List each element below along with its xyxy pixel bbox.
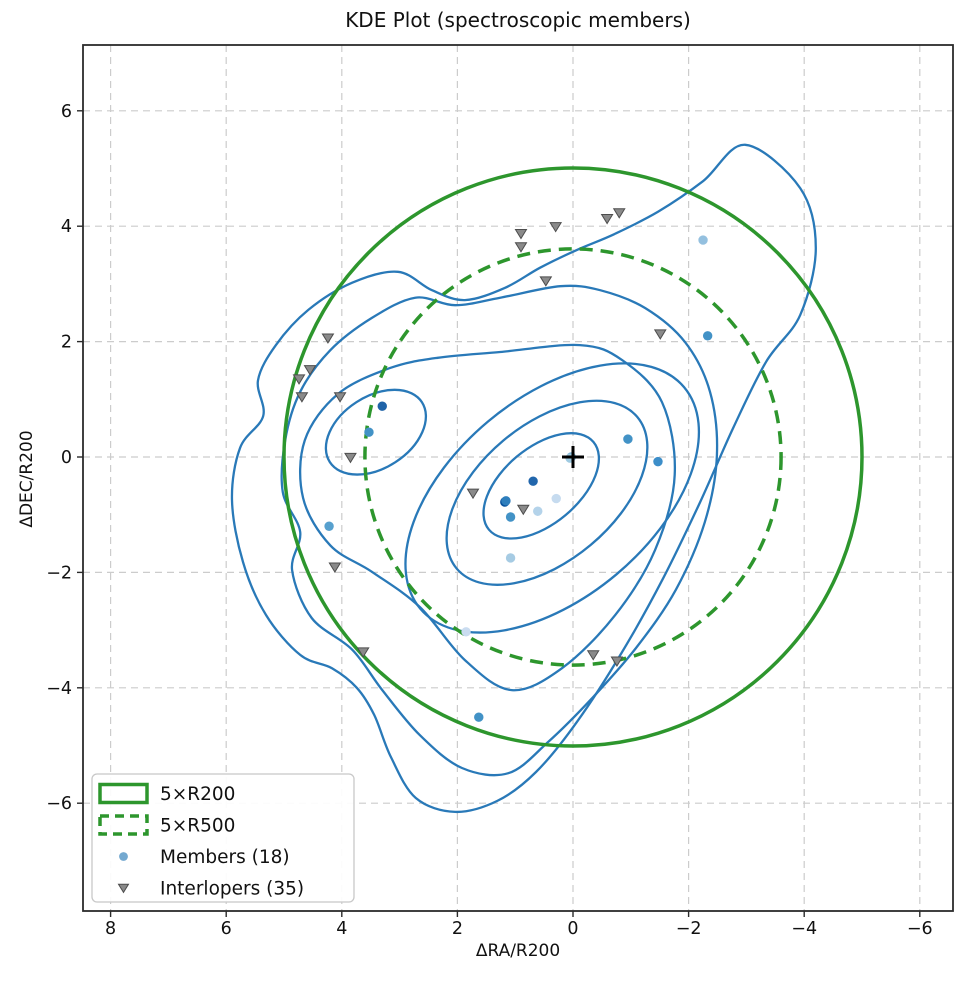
interloper-marker [292, 374, 306, 385]
legend-label: Interlopers (35) [160, 879, 304, 900]
kde-contour-line [280, 284, 719, 777]
x-tick-label: −2 [676, 919, 702, 939]
legend-handle-members [119, 852, 128, 861]
interloper-marker [328, 562, 342, 573]
member-marker [505, 553, 516, 563]
x-axis-label: ΔRA/R200 [475, 941, 561, 961]
axes-spines [82, 44, 954, 912]
interloper-marker [653, 329, 667, 340]
member-marker [501, 496, 511, 506]
circle-5xr500 [363, 247, 783, 667]
legend-label: 5×R500 [160, 816, 235, 837]
member-marker [702, 331, 713, 341]
legend-frame [91, 773, 355, 903]
member-marker [533, 506, 543, 516]
member-marker [653, 456, 663, 467]
axes-frame [77, 44, 954, 917]
x-tick-label: 4 [336, 919, 347, 939]
kde-contours [230, 143, 817, 814]
interloper-marker [356, 647, 370, 658]
interloper-marker [600, 213, 614, 225]
interloper-marker [333, 392, 347, 403]
interloper-marker [516, 504, 530, 516]
tick-labels: 8 6 4 2 0 −2 −4 −6 6 4 2 0 −2 −4 −6 [46, 102, 933, 939]
y-tick-label: 6 [61, 102, 72, 122]
interloper-marker [344, 452, 357, 464]
y-tick-label: 2 [61, 333, 72, 353]
kde-contour-ellipse [404, 362, 701, 634]
x-tick-label: 6 [221, 919, 232, 939]
member-marker [474, 712, 484, 722]
legend-handle-5xr200 [98, 782, 149, 805]
legend-handle-5xr500 [98, 814, 149, 836]
interloper-marker [466, 488, 480, 500]
kde-contour-ellipse [324, 388, 428, 476]
legend-label: 5×R200 [160, 784, 235, 805]
interloper-marker [303, 365, 317, 376]
member-marker [324, 521, 334, 531]
y-tick-label: −2 [46, 563, 72, 583]
y-tick-label: 4 [61, 217, 72, 237]
kde-contour-line [230, 143, 817, 814]
kde-contour-ellipse [482, 432, 601, 540]
interloper-marker [549, 222, 563, 233]
interloper-marker [514, 242, 528, 253]
y-axis-label: ΔDEC/R200 [17, 430, 37, 528]
y-tick-label: −4 [46, 679, 72, 699]
interloper-marker [539, 276, 553, 287]
circle-5xr200 [282, 166, 864, 748]
x-tick-label: 2 [452, 919, 463, 939]
member-marker [623, 434, 633, 444]
member-marker [364, 427, 374, 437]
interloper-marker [295, 392, 309, 403]
members-layer [324, 235, 713, 722]
member-marker [551, 493, 561, 504]
member-marker [461, 627, 471, 637]
kde-contour-ellipse [445, 399, 649, 586]
interlopers-layer [292, 208, 667, 668]
r200-circles [282, 166, 864, 748]
interloper-marker [514, 229, 528, 240]
member-marker [377, 401, 387, 411]
cluster-center-marker [562, 446, 584, 468]
interloper-marker [321, 333, 335, 344]
legend-box: 5×R200 5×R500 Members (18) Interlopers (35) [91, 773, 355, 903]
member-marker [698, 235, 708, 245]
interloper-marker [610, 656, 624, 668]
member-marker [528, 476, 538, 486]
x-tick-label: 0 [567, 919, 578, 939]
x-tick-label: 8 [105, 919, 116, 939]
legend-label: Members (18) [160, 847, 290, 868]
x-tick-label: −6 [907, 919, 933, 939]
member-marker [505, 512, 516, 522]
y-tick-label: −6 [46, 794, 72, 814]
y-tick-label: 0 [61, 448, 72, 468]
interloper-marker [612, 208, 626, 219]
x-tick-label: −4 [791, 919, 817, 939]
legend-handle-interlopers [117, 883, 130, 894]
interloper-marker [586, 650, 600, 661]
plot-title: KDE Plot (spectroscopic members) [345, 8, 691, 32]
